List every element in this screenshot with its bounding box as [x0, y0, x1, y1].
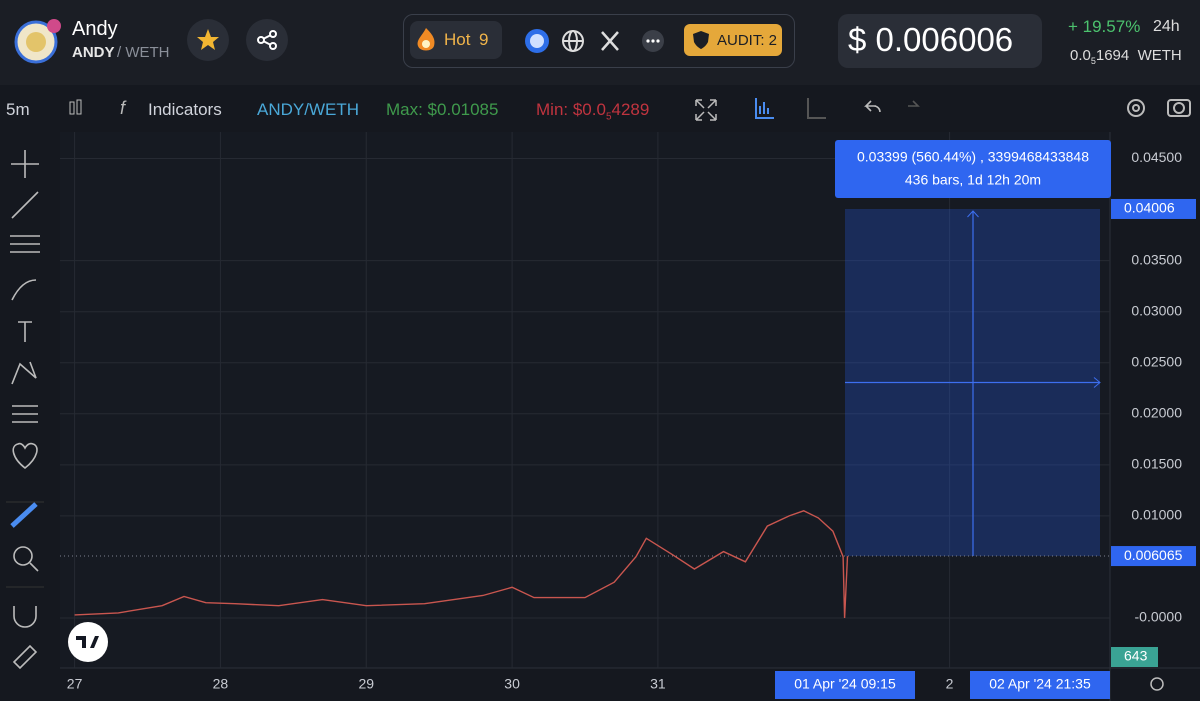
- token-name: Andy: [72, 18, 118, 40]
- x-tick-label: 28: [213, 676, 229, 692]
- max: Max: $0.01085: [386, 100, 499, 119]
- measure-bars: 436 bars, 1d 12h 20m: [905, 172, 1041, 188]
- header: Andy ANDY / WETH Hot 9 AUDIT: 2 $ 0.0060…: [0, 0, 1200, 85]
- y-tick-label: 0.04500: [1131, 149, 1182, 165]
- x-tick-label: 30: [504, 676, 520, 692]
- audit: AUDIT: 2: [717, 32, 778, 49]
- measure-arrowhead: [1093, 377, 1101, 388]
- actions[interactable]: [186, 18, 296, 62]
- y-tick-label: 0.03500: [1131, 251, 1182, 267]
- y-tick-label: 0.01500: [1131, 456, 1182, 472]
- price-label-bg: [1111, 198, 1196, 219]
- price-line: [74, 510, 849, 619]
- hot-label: Hot: [444, 30, 471, 49]
- min-lead: Min: $0.0: [536, 100, 606, 119]
- min-tail: 4289: [611, 100, 650, 119]
- fire-icon: [417, 28, 435, 51]
- weth-unit: WETH: [1137, 47, 1182, 64]
- volume-label: 643: [1124, 648, 1148, 664]
- interval[interactable]: 5m: [6, 100, 30, 119]
- y-tick-label: 0.02000: [1131, 404, 1182, 420]
- price-label: 0.04006: [1124, 200, 1175, 216]
- logo: [14, 19, 61, 64]
- info-bar: [403, 14, 795, 68]
- plot-area: [60, 132, 1110, 668]
- price-label: 0.006065: [1124, 547, 1183, 563]
- drawing-tools[interactable]: [0, 132, 50, 701]
- weth-tail: 1694: [1095, 47, 1130, 64]
- time-label-bg: [775, 671, 915, 699]
- weth-zeros: 5: [1090, 56, 1096, 66]
- settings-icon: [1150, 677, 1164, 691]
- x-tick-label: 27: [67, 676, 83, 692]
- toolbar-right-icons[interactable]: [690, 94, 1200, 124]
- base: ANDY: [72, 44, 115, 61]
- hot-rank: 9: [479, 30, 489, 49]
- x-tick-label: 31: [650, 676, 666, 692]
- tv-logo: [68, 622, 108, 662]
- indicators[interactable]: Indicators: [148, 100, 222, 119]
- x-tick-label: 29: [358, 676, 374, 692]
- pair: ANDY/WETH: [257, 100, 359, 119]
- time-end: 02 Apr '24 21:35: [989, 676, 1091, 692]
- price: $ 0.006006: [848, 21, 1014, 58]
- min-zeros: 5: [605, 111, 612, 123]
- weth-price: 0.051694 WETH: [1070, 47, 1182, 66]
- price-axis: [1110, 132, 1200, 668]
- price-label-bg: [1111, 546, 1196, 567]
- toolbar-icons: f: [69, 98, 127, 118]
- x-tick-label: 2: [946, 676, 954, 692]
- shield-icon: [693, 31, 709, 49]
- change: + 19.57%: [1068, 17, 1141, 36]
- svg-text:f: f: [120, 98, 127, 118]
- weth-lead: 0.0: [1070, 47, 1091, 64]
- price-box: [838, 14, 1042, 68]
- tv-logo-mark: [76, 636, 99, 648]
- volume-label-bg: [1111, 647, 1158, 667]
- measure-label-box: [835, 140, 1111, 198]
- quote: / WETH: [117, 44, 170, 61]
- y-tick-label: 0.01000: [1131, 507, 1182, 523]
- y-tick-label: -0.0000: [1135, 609, 1183, 625]
- time-label-bg: [970, 671, 1110, 699]
- min: Min: $0.054289: [536, 100, 649, 122]
- time-start: 01 Apr '24 09:15: [794, 676, 896, 692]
- measure-arrowhead: [967, 210, 979, 218]
- y-tick-label: 0.02500: [1131, 353, 1182, 369]
- period: 24h: [1153, 18, 1180, 35]
- toolbar: 5m f Indicators ANDY/WETH Max: $0.01085 …: [0, 86, 1200, 132]
- measure-summary: 0.03399 (560.44%) , 3399468433848: [857, 149, 1089, 165]
- links[interactable]: [520, 26, 670, 56]
- y-tick-label: 0.03000: [1131, 302, 1182, 318]
